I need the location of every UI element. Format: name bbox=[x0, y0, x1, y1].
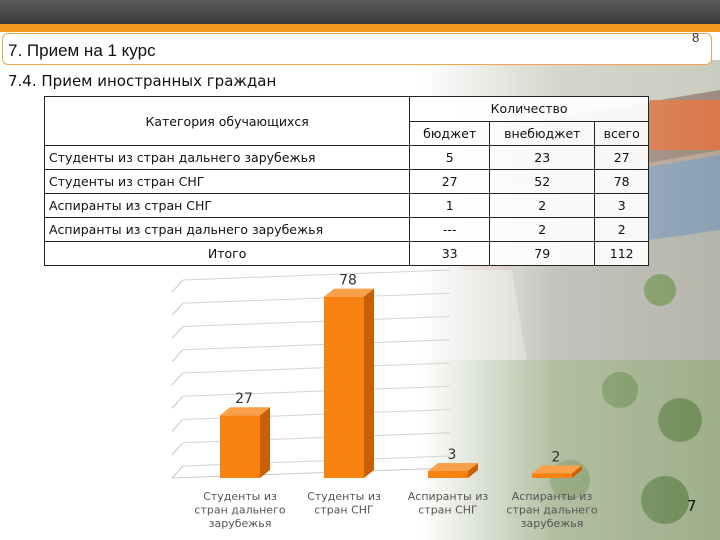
cell-value: 5 bbox=[409, 145, 491, 170]
category-label: Аспиранты из bbox=[512, 490, 593, 503]
column-header: внебюджет bbox=[489, 120, 596, 146]
cell-value: 33 bbox=[409, 241, 491, 266]
cell-value: 2 bbox=[489, 217, 596, 242]
quantity-header: Количество bbox=[409, 96, 649, 122]
bar bbox=[220, 415, 260, 478]
row-label: Студенты из стран дальнего зарубежья bbox=[43, 145, 411, 170]
data-label: 78 bbox=[339, 273, 357, 289]
bar-top bbox=[220, 407, 270, 416]
gridline bbox=[171, 465, 184, 479]
data-label: 27 bbox=[235, 391, 253, 407]
bar-side bbox=[260, 407, 270, 478]
bar-side bbox=[364, 288, 374, 478]
cell-value: 78 bbox=[594, 169, 649, 194]
bar-side bbox=[468, 463, 478, 478]
category-label: зарубежья bbox=[521, 517, 584, 530]
row-label: Аспиранты из стран дальнего зарубежья bbox=[43, 217, 411, 242]
row-label: Аспиранты из стран СНГ bbox=[43, 193, 411, 218]
cell-value: 112 bbox=[594, 241, 649, 266]
category-header: Категория обучающихся bbox=[43, 96, 411, 146]
gridline bbox=[171, 279, 184, 293]
gridline bbox=[171, 395, 184, 409]
title-box bbox=[2, 33, 712, 65]
data-label: 2 bbox=[552, 449, 561, 465]
category-label: стран дальнего bbox=[506, 504, 597, 517]
cell-value: 79 bbox=[489, 241, 596, 266]
gridline bbox=[171, 326, 184, 339]
table-row: Аспиранты из стран дальнего зарубежья --… bbox=[43, 217, 649, 242]
gridline bbox=[182, 292, 451, 304]
cell-value: 1 bbox=[409, 193, 491, 218]
category-label: стран СНГ bbox=[418, 504, 478, 517]
cell-value: 2 bbox=[489, 193, 596, 218]
table-row: Аспиранты из стран СНГ 1 2 3 bbox=[43, 193, 649, 218]
bar bbox=[532, 473, 572, 478]
column-header: всего bbox=[594, 120, 649, 146]
category-label: стран СНГ bbox=[314, 504, 374, 517]
x-axis-line bbox=[171, 467, 451, 479]
column-header: бюджет bbox=[409, 120, 491, 146]
bar-side bbox=[572, 465, 582, 478]
gridline bbox=[171, 442, 184, 456]
row-label: Итого bbox=[43, 241, 411, 266]
cell-value: 27 bbox=[409, 169, 491, 194]
table-row: Студенты из стран СНГ 27 52 78 bbox=[43, 169, 649, 194]
slide-footer-number: 7 bbox=[687, 497, 697, 515]
gridline bbox=[171, 372, 184, 386]
bar bbox=[428, 471, 468, 478]
table-row: Студенты из стран дальнего зарубежья 5 2… bbox=[43, 145, 649, 170]
gridline bbox=[182, 269, 451, 281]
category-label: стран дальнего bbox=[194, 504, 285, 517]
gridline bbox=[182, 339, 451, 351]
gridline bbox=[182, 362, 451, 374]
gridline bbox=[182, 385, 451, 397]
gridline bbox=[171, 419, 184, 432]
gridline bbox=[171, 349, 184, 363]
page-number: 8 bbox=[692, 30, 700, 45]
bar bbox=[324, 296, 364, 478]
slide-title: 7. Прием на 1 курс bbox=[8, 41, 156, 60]
cell-value: 3 bbox=[594, 193, 649, 218]
cell-value: --- bbox=[409, 217, 491, 242]
gridline bbox=[182, 316, 451, 327]
gridline bbox=[171, 302, 184, 316]
data-label: 3 bbox=[448, 447, 457, 463]
top-bar bbox=[0, 0, 720, 24]
cell-value: 27 bbox=[594, 145, 649, 170]
table-row-total: Итого 33 79 112 bbox=[43, 241, 649, 266]
bar-top bbox=[532, 465, 582, 474]
category-label: зарубежья bbox=[209, 517, 272, 530]
category-label: Студенты из bbox=[307, 490, 381, 503]
accent-stripe bbox=[0, 24, 720, 32]
section-subtitle: 7.4. Прием иностранных граждан bbox=[8, 72, 277, 90]
cell-value: 23 bbox=[489, 145, 596, 170]
category-label: Аспиранты из bbox=[408, 490, 489, 503]
cell-value: 2 bbox=[594, 217, 649, 242]
cell-value: 52 bbox=[489, 169, 596, 194]
admissions-table: Категория обучающихся Количество бюджет … bbox=[43, 96, 649, 266]
category-label: Студенты из bbox=[203, 490, 277, 503]
bar-top bbox=[428, 463, 478, 472]
bar-top bbox=[324, 288, 374, 297]
row-label: Студенты из стран СНГ bbox=[43, 169, 411, 194]
